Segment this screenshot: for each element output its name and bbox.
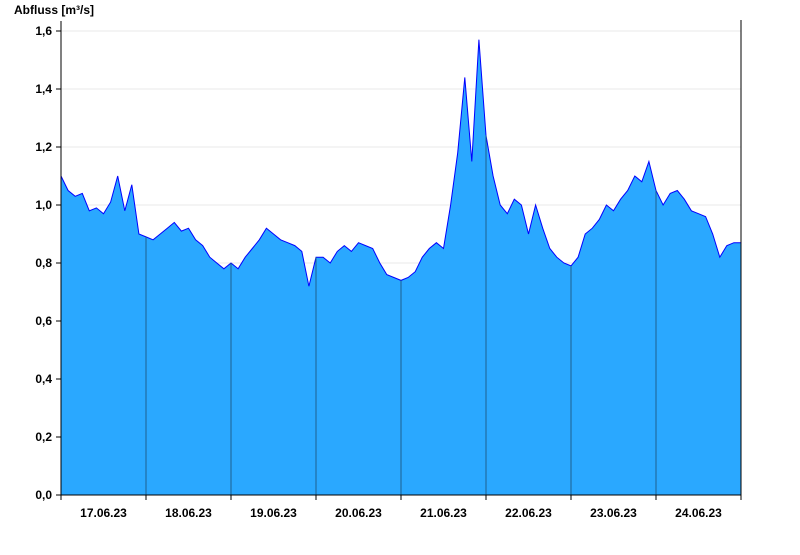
x-tick-label: 20.06.23 (335, 506, 382, 520)
x-tick-label: 22.06.23 (505, 506, 552, 520)
x-tick-label: 21.06.23 (420, 506, 467, 520)
x-tick-label: 23.06.23 (590, 506, 637, 520)
y-tick-label: 0,6 (35, 314, 52, 328)
y-tick-label: 0,8 (35, 256, 52, 270)
y-axis-title: Abfluss [m³/s] (14, 3, 94, 17)
y-tick-label: 1,2 (35, 140, 52, 154)
y-tick-label: 0,2 (35, 430, 52, 444)
x-tick-label: 18.06.23 (165, 506, 212, 520)
x-tick-label: 17.06.23 (80, 506, 127, 520)
y-tick-label: 0,4 (35, 372, 52, 386)
x-tick-label: 19.06.23 (250, 506, 297, 520)
x-tick-label: 24.06.23 (675, 506, 722, 520)
y-tick-label: 0,0 (35, 488, 52, 502)
y-tick-label: 1,0 (35, 198, 52, 212)
y-tick-label: 1,4 (35, 82, 52, 96)
y-tick-label: 1,6 (35, 24, 52, 38)
